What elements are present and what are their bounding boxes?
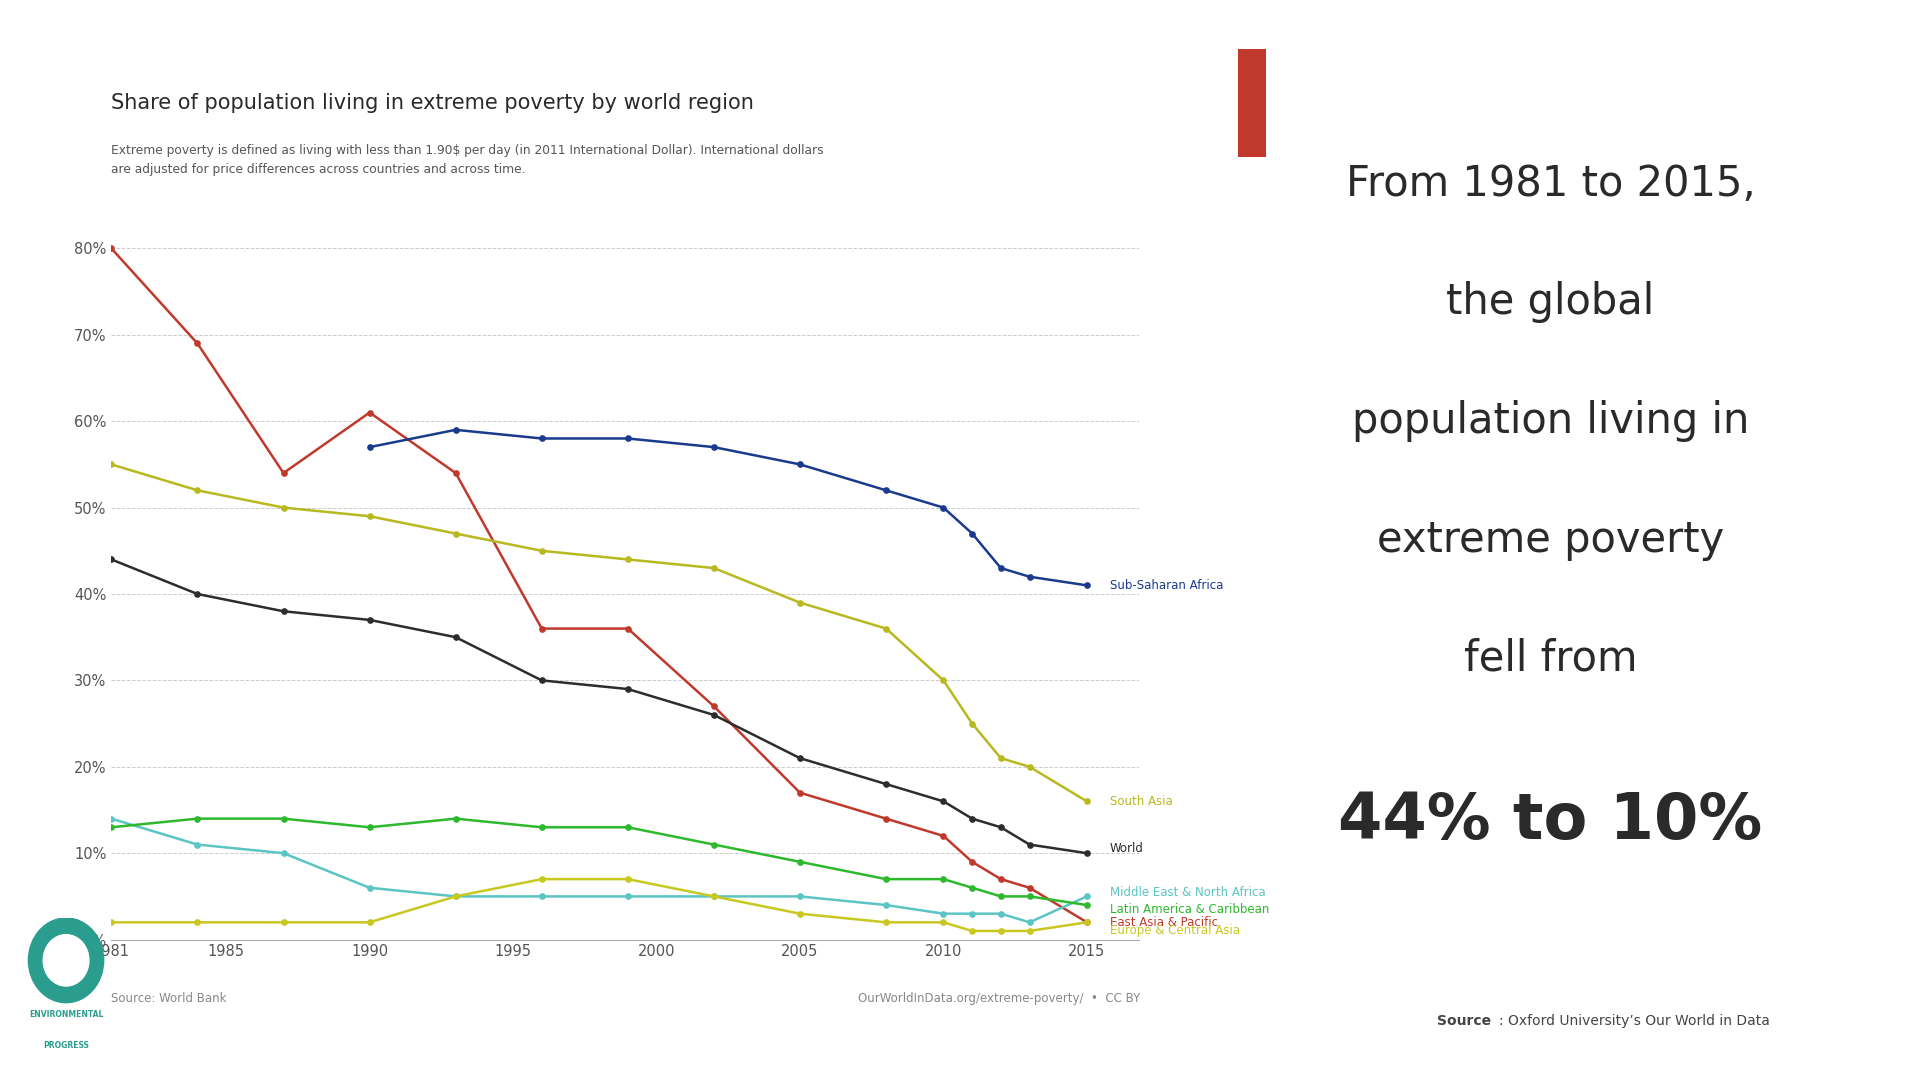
Text: in Data: in Data — [1292, 114, 1336, 125]
Text: fell from: fell from — [1463, 638, 1638, 679]
Text: ENVIRONMENTAL: ENVIRONMENTAL — [29, 1010, 104, 1020]
Circle shape — [29, 918, 104, 1002]
Circle shape — [44, 934, 88, 986]
Bar — [1238, 49, 1265, 157]
Text: population living in: population living in — [1352, 401, 1749, 442]
Text: Source: Source — [1438, 1014, 1492, 1027]
Text: South Asia: South Asia — [1110, 795, 1173, 808]
Text: World: World — [1110, 842, 1144, 855]
Text: extreme poverty: extreme poverty — [1377, 519, 1724, 561]
Text: Europe & Central Asia: Europe & Central Asia — [1110, 924, 1240, 937]
Text: Our World: Our World — [1283, 82, 1346, 93]
Text: From 1981 to 2015,: From 1981 to 2015, — [1346, 163, 1755, 204]
Text: Extreme poverty is defined as living with less than 1.90$ per day (in 2011 Inter: Extreme poverty is defined as living wit… — [111, 144, 824, 176]
Text: Sub-Saharan Africa: Sub-Saharan Africa — [1110, 579, 1223, 592]
Text: Latin America & Caribbean: Latin America & Caribbean — [1110, 903, 1269, 916]
Text: Share of population living in extreme poverty by world region: Share of population living in extreme po… — [111, 93, 755, 113]
Text: the global: the global — [1446, 282, 1655, 323]
Text: OurWorldInData.org/extreme-poverty/  •  CC BY: OurWorldInData.org/extreme-poverty/ • CC… — [858, 993, 1140, 1005]
Text: Source: World Bank: Source: World Bank — [111, 993, 227, 1005]
Text: East Asia & Pacific: East Asia & Pacific — [1110, 916, 1217, 929]
Text: 44% to 10%: 44% to 10% — [1338, 789, 1763, 852]
Text: PROGRESS: PROGRESS — [42, 1040, 88, 1050]
Text: : Oxford University’s Our World in Data: : Oxford University’s Our World in Data — [1500, 1014, 1770, 1027]
Polygon shape — [56, 948, 79, 972]
Text: Middle East & North Africa: Middle East & North Africa — [1110, 886, 1265, 899]
